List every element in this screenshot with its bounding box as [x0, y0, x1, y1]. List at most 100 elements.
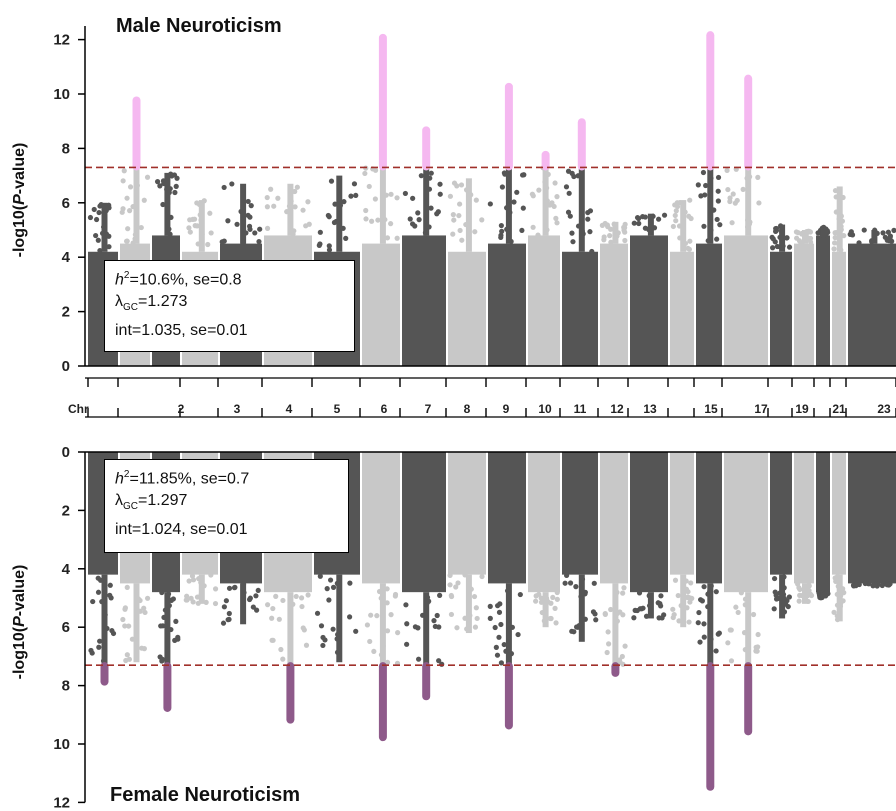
chr-10-snp-point: [473, 605, 479, 611]
chr-19-snp-point: [773, 227, 780, 234]
chr-12-snp-point: [533, 598, 539, 604]
chr-12-significant-hits: [541, 150, 550, 171]
chr-3-snp-point: [174, 175, 180, 181]
chr-6-snp-point: [264, 204, 270, 210]
chr-7-snp-point: [317, 573, 323, 579]
chr-6-snp-column: [287, 183, 294, 236]
female-panel-title: Female Neuroticism: [110, 784, 300, 806]
chromosome-label: 19: [795, 402, 809, 416]
chr-20-snp-column: [802, 583, 808, 604]
chr-9-snp-body: [402, 235, 446, 366]
chr-18-snp-column: [745, 167, 752, 236]
chr-17-snp-point: [715, 198, 721, 204]
chr-1-snp-point: [95, 589, 102, 595]
chr-20-snp-point: [796, 585, 802, 591]
chromosome-label: 17: [754, 402, 768, 416]
chr-14-snp-point: [602, 611, 608, 617]
chr-10-snp-point: [454, 183, 460, 189]
chr-2-snp-point: [122, 623, 128, 629]
chr-5-snp-point: [257, 226, 263, 232]
chr-15-snp-point: [640, 605, 646, 611]
chr-4-snp-point: [212, 600, 219, 607]
chr-16-snp-point: [674, 200, 680, 206]
chr-13-snp-point: [569, 628, 575, 634]
chr-7-snp-point: [326, 214, 332, 220]
chromosome-label: 4: [286, 402, 293, 416]
y-tick-label: 2: [62, 304, 70, 321]
chr-18-significant-hits: [744, 662, 753, 736]
chr-16-snp-column: [680, 200, 687, 252]
chr-16-snp-point: [687, 238, 693, 244]
chr-6-snp-point: [278, 646, 284, 653]
chr-1-snp-point: [90, 598, 96, 605]
chromosome-axis: Chr 2 3 4 5 6 7 8 9 10 11 12 13 15 17 19 21 23: [68, 377, 896, 418]
chr-17-snp-point: [702, 192, 708, 198]
chr-1-snp-point: [97, 247, 103, 254]
chr-15-snp-body: [630, 452, 668, 593]
chr-18-snp-point: [728, 658, 735, 664]
chr-1-snp-point: [96, 209, 102, 216]
chr-6-snp-point: [275, 195, 281, 201]
chr-2-snp-point: [141, 646, 147, 652]
chr-4-snp-point: [207, 210, 213, 216]
chr-2-snp-point: [126, 656, 133, 662]
chr-11-snp-point: [487, 615, 493, 621]
chromosome-labels: 2 3 4 5 6 7 8 9 10 11 12 13 15 17 19 21 23: [178, 402, 891, 416]
chr-14-snp-column: [612, 583, 619, 666]
chr-10-snp-column: [465, 178, 472, 252]
chr-15-snp-point: [642, 214, 648, 220]
chr-9-snp-point: [437, 181, 443, 187]
chromosome-label: 7: [425, 402, 432, 416]
chromosome-label: 2: [178, 402, 185, 416]
chr-1-snp-point: [93, 232, 99, 239]
chr-7-snp-point: [318, 623, 325, 629]
chr-14-snp-point: [622, 237, 628, 244]
chr-14-snp-point: [620, 590, 626, 596]
chr-6-snp-point: [273, 593, 279, 599]
chr-5-snp-column: [240, 583, 247, 625]
chr-18-snp-point: [756, 200, 762, 206]
chr-9-snp-point: [428, 205, 434, 211]
chr-17-snp-point: [715, 631, 721, 637]
chr-3-snp-point: [159, 589, 165, 596]
chr-10-snp-body: [448, 452, 486, 575]
chr-6-snp-point: [271, 203, 277, 209]
chr-9-significant-hits: [422, 126, 431, 171]
chr-3-snp-point: [173, 183, 179, 189]
chr-1-snp-point: [107, 582, 113, 588]
chr-3-snp-point: [157, 183, 163, 189]
chr-17-snp-point: [713, 589, 719, 595]
chr-7-snp-point: [326, 247, 333, 253]
chr-16-snp-point: [671, 611, 677, 618]
chr-4-snp-point: [194, 223, 200, 229]
chr-6-significant-hits: [286, 662, 295, 724]
chr-17-snp-column: [707, 583, 714, 666]
chr-6-snp-point: [305, 592, 311, 598]
chr-5-snp-point: [229, 181, 235, 187]
chr-4-snp-point: [187, 229, 193, 235]
chr-9-snp-point: [431, 618, 437, 624]
chr-10-snp-point: [459, 237, 465, 243]
chr-13-snp-point: [567, 580, 574, 586]
chr-3-snp-point: [159, 658, 165, 664]
chr-17-snp-point: [717, 222, 723, 228]
chr-11-snp-point: [511, 199, 517, 205]
chr-1-snp-point: [87, 214, 94, 221]
chr-19-snp-point: [773, 596, 780, 602]
chr-6-snp-point: [264, 225, 271, 231]
chr-1-snp-point: [108, 595, 114, 601]
chr-1-snp-point: [106, 233, 112, 239]
chr-22-snp-point: [831, 609, 837, 615]
chr-3-snp-point: [154, 179, 161, 185]
chr-12-snp-point: [536, 591, 542, 597]
chr-5-snp-point: [226, 616, 232, 622]
chr-2-snp-point: [144, 174, 151, 180]
chr-12-snp-point: [536, 187, 542, 193]
chr-7-snp-point: [317, 229, 323, 235]
chr-20-snp-body: [794, 243, 814, 366]
chr-13-snp-point: [573, 584, 579, 590]
chr-1-snp-point: [106, 244, 112, 250]
chr-11-snp-point: [492, 624, 498, 631]
chr-9-snp-point: [412, 223, 418, 229]
chr-8-snp-point: [372, 196, 378, 202]
